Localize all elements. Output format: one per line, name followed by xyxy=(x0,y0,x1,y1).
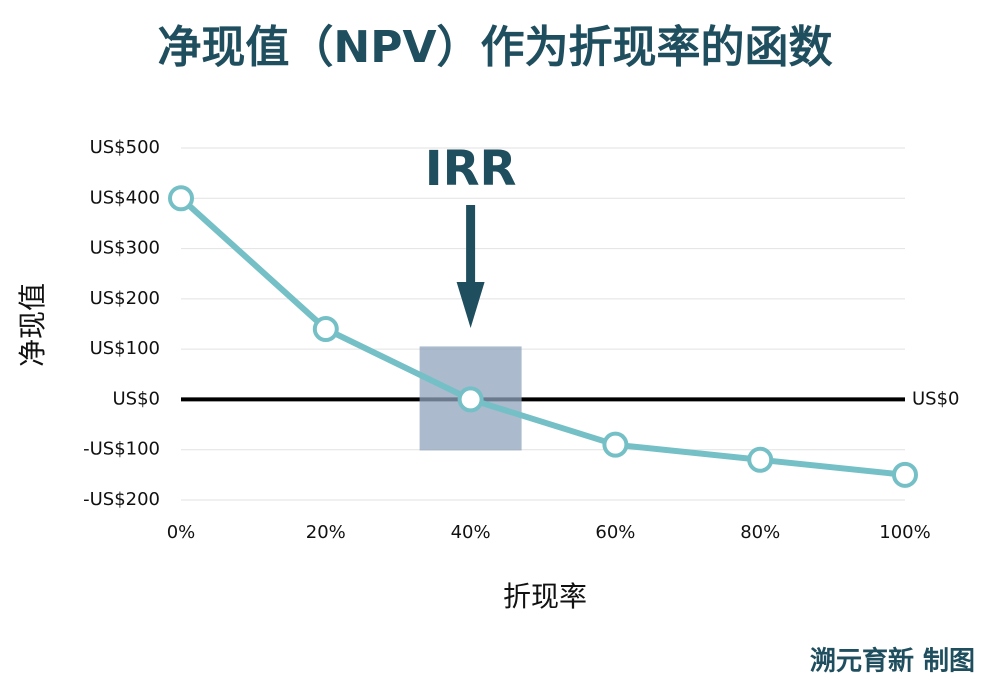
line xyxy=(178,196,906,478)
x-tick-label: 100% xyxy=(879,522,930,543)
y-tick-label: US$300 xyxy=(90,238,160,259)
point xyxy=(747,446,774,473)
point xyxy=(602,431,629,458)
x-tick-label: 80% xyxy=(740,522,780,543)
y-tick-label: US$400 xyxy=(90,187,160,208)
y-tick-label: -US$200 xyxy=(83,489,160,510)
x-tick-label: 60% xyxy=(595,522,635,543)
irr-arrow-head xyxy=(456,282,485,328)
point xyxy=(312,316,339,343)
y-tick-label: US$500 xyxy=(90,137,160,158)
y-tick-label: US$100 xyxy=(90,338,160,359)
chart-title: 净现值（NPV）作为折现率的函数 xyxy=(157,22,832,73)
point xyxy=(168,185,194,212)
credit: 溯元育新 制图 xyxy=(810,646,975,677)
x-tick-label: 0% xyxy=(167,522,196,543)
y-tick-label: US$200 xyxy=(90,288,160,309)
zero-label: US$0 xyxy=(912,388,960,409)
point xyxy=(892,461,918,488)
y-axis-label: 净现值 xyxy=(16,283,49,367)
y-tick-label: US$0 xyxy=(112,388,160,409)
irr-annotation: IRR xyxy=(425,141,517,197)
x-axis-label: 折现率 xyxy=(503,580,587,613)
x-tick-label: 40% xyxy=(451,522,491,543)
y-tick-label: -US$100 xyxy=(83,439,160,460)
x-tick-label: 20% xyxy=(306,522,346,543)
point xyxy=(457,386,484,413)
